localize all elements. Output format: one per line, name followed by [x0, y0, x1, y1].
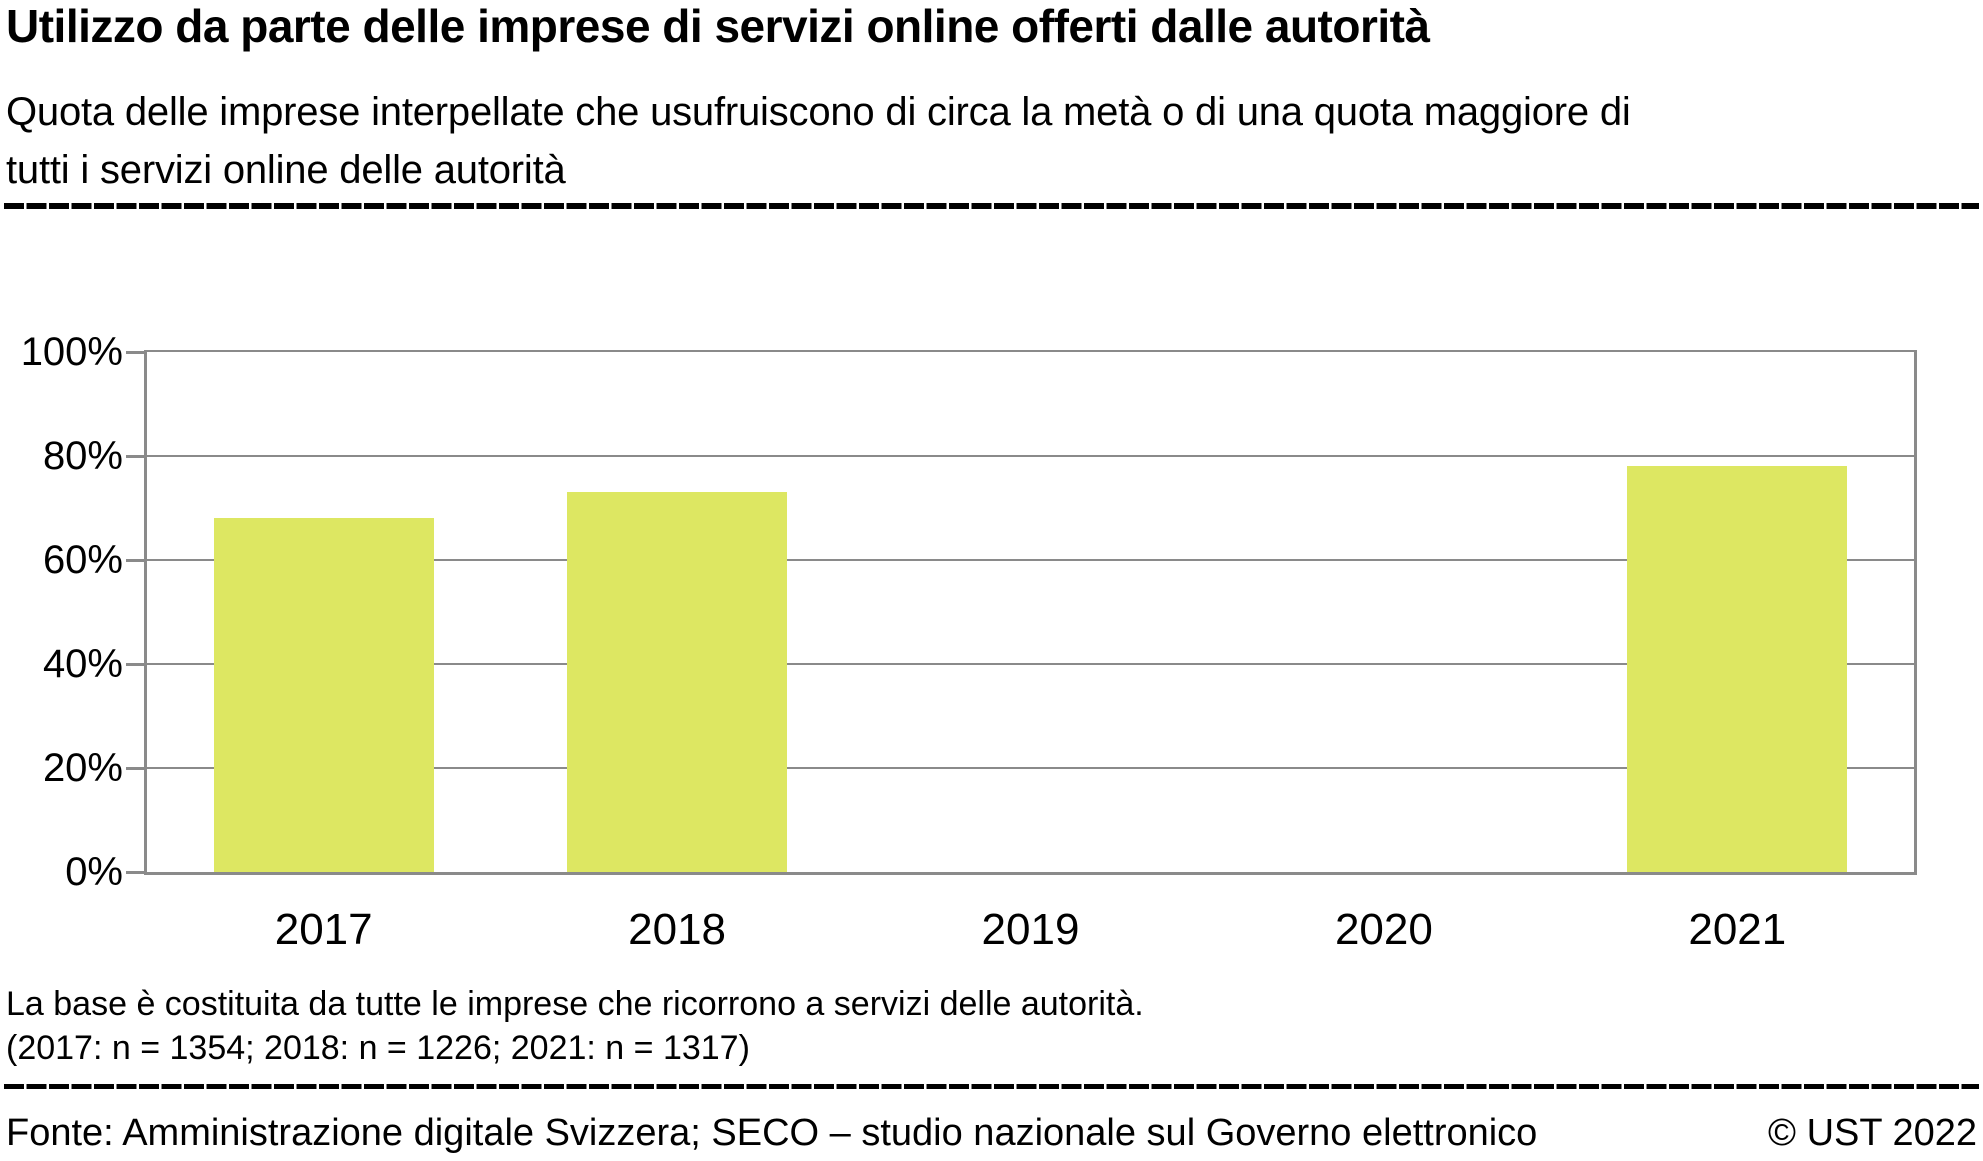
bar-2021: [1627, 466, 1848, 872]
x-axis-label-2021: 2021: [1688, 905, 1787, 954]
gridline-40: [147, 663, 1914, 665]
gridline-60: [147, 559, 1914, 561]
footer: Fonte: Amministrazione digitale Svizzera…: [6, 1112, 1977, 1154]
copyright-text: © UST 2022: [1768, 1112, 1977, 1154]
subtitle-line-1: Quota delle imprese interpellate che usu…: [6, 90, 1631, 134]
page-title: Utilizzo da parte delle imprese di servi…: [6, 0, 1430, 52]
footnote-line-1: La base è costituita da tutte le imprese…: [6, 985, 1144, 1023]
y-tick-60: [126, 558, 144, 562]
gridline-80: [147, 455, 1914, 457]
source-text: Fonte: Amministrazione digitale Svizzera…: [6, 1112, 1538, 1154]
header-divider: [4, 203, 1979, 209]
y-axis-label-20: 20%: [42, 746, 123, 790]
x-axis-label-2019: 2019: [981, 905, 1080, 954]
y-tick-20: [126, 766, 144, 770]
y-axis-label-40: 40%: [42, 642, 123, 686]
y-tick-40: [126, 662, 144, 666]
x-axis-label-2020: 2020: [1334, 905, 1433, 954]
y-axis-label-80: 80%: [42, 434, 123, 478]
gridline-20: [147, 767, 1914, 769]
bar-2017: [213, 518, 434, 872]
bar-2018: [567, 492, 788, 872]
footnote-line-2: (2017: n = 1354; 2018: n = 1226; 2021: n…: [6, 1029, 750, 1067]
subtitle-line-2: tutti i servizi online delle autorità: [6, 148, 566, 192]
y-axis-label-60: 60%: [42, 538, 123, 582]
plot-area: 0% 20% 40% 60% 80% 100% 2017 2018 2019 2020 2021: [21, 332, 1917, 952]
footer-divider: [4, 1084, 1979, 1089]
y-tick-0: [126, 870, 144, 874]
footnote: La base è costituita da tutte le imprese…: [6, 982, 1144, 1070]
y-axis-label-0: 0%: [65, 850, 123, 894]
y-axis-label-100: 100%: [20, 330, 123, 374]
x-axis-label-2017: 2017: [274, 905, 373, 954]
page-subtitle: Quota delle imprese interpellate che usu…: [6, 83, 1631, 199]
y-tick-100: [126, 350, 144, 354]
x-axis-label-2018: 2018: [628, 905, 727, 954]
y-tick-80: [126, 454, 144, 458]
